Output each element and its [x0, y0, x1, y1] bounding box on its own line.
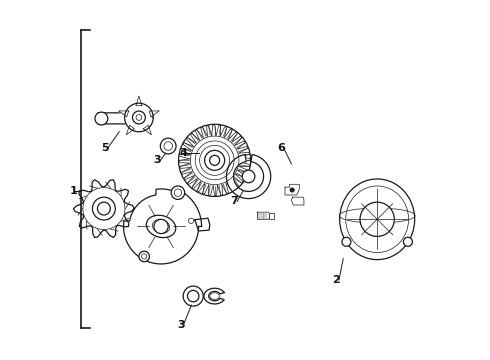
Circle shape [139, 251, 149, 262]
Text: 7: 7 [230, 197, 238, 206]
Text: 3: 3 [154, 156, 161, 165]
Circle shape [132, 111, 146, 124]
Polygon shape [292, 197, 304, 205]
Polygon shape [258, 212, 270, 219]
Text: 2: 2 [332, 275, 340, 285]
Circle shape [360, 202, 394, 237]
Circle shape [183, 286, 203, 306]
Circle shape [205, 150, 224, 170]
FancyBboxPatch shape [270, 213, 273, 219]
Polygon shape [195, 218, 210, 231]
Circle shape [98, 202, 110, 215]
Circle shape [342, 237, 351, 246]
Text: 3: 3 [177, 320, 185, 330]
Text: 4: 4 [180, 148, 188, 158]
Circle shape [142, 254, 147, 259]
Text: 1: 1 [70, 186, 77, 196]
FancyBboxPatch shape [98, 113, 128, 124]
Circle shape [188, 291, 199, 302]
Polygon shape [204, 288, 224, 304]
Circle shape [136, 114, 142, 120]
Polygon shape [126, 125, 134, 135]
Circle shape [171, 186, 185, 199]
Circle shape [189, 218, 194, 224]
Ellipse shape [152, 220, 170, 233]
Polygon shape [179, 125, 250, 196]
Polygon shape [226, 154, 270, 199]
Ellipse shape [340, 179, 415, 260]
Circle shape [93, 197, 115, 220]
Circle shape [160, 138, 176, 154]
Text: 6: 6 [277, 143, 285, 153]
Circle shape [95, 112, 108, 125]
Polygon shape [124, 103, 153, 132]
Polygon shape [119, 111, 129, 117]
Circle shape [174, 189, 182, 197]
Circle shape [154, 219, 168, 234]
Polygon shape [285, 184, 299, 195]
Polygon shape [144, 125, 151, 135]
Polygon shape [136, 96, 142, 106]
Circle shape [290, 188, 294, 192]
Polygon shape [123, 189, 201, 264]
Circle shape [164, 142, 172, 150]
Circle shape [403, 237, 413, 246]
Circle shape [242, 170, 255, 183]
Ellipse shape [147, 215, 176, 238]
Text: 5: 5 [101, 143, 109, 153]
Circle shape [210, 156, 220, 165]
Polygon shape [149, 111, 159, 117]
Polygon shape [74, 180, 134, 238]
